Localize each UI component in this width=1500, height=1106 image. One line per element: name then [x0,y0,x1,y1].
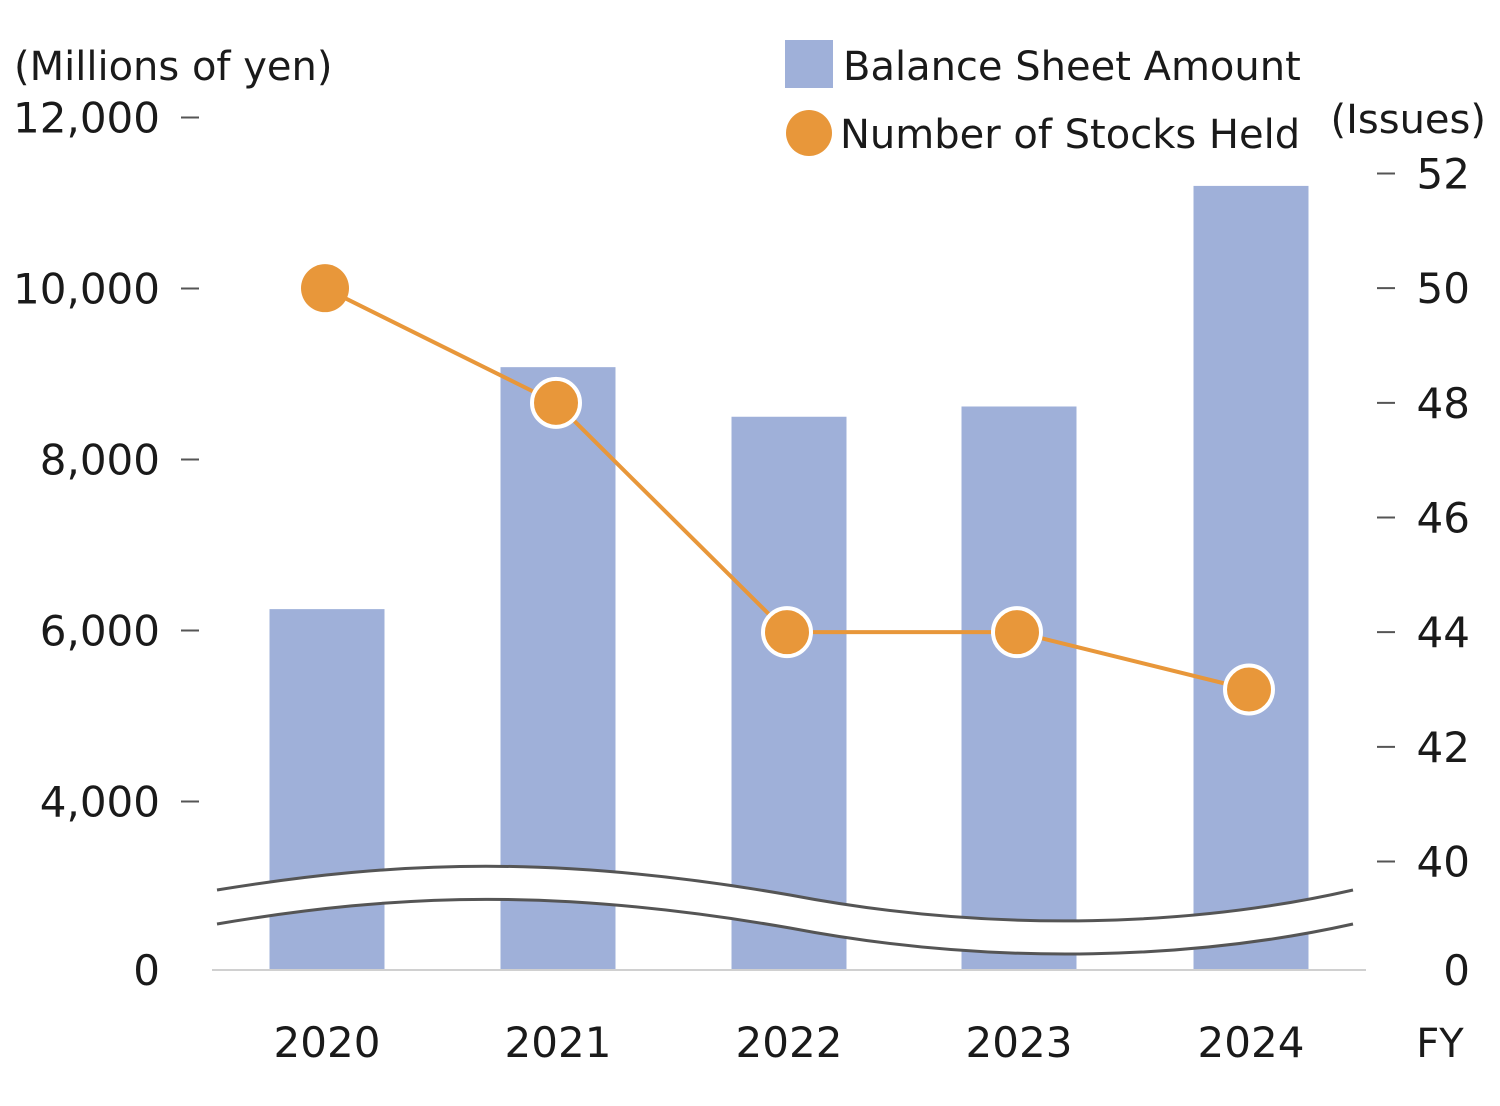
y-left-tick-label: 10,000 [13,265,160,314]
y-left-tick-label: 0 [133,946,160,995]
y-right-tick-label: 44 [1417,608,1470,657]
point-2021 [530,376,582,429]
y-right-tick-label: 0 [1443,946,1470,995]
y-left-tick-label: 6,000 [40,607,160,656]
legend-label-balance-sheet-amount: Balance Sheet Amount [843,44,1301,90]
bar-2020 [269,609,385,970]
line-series [301,264,1275,716]
bar-2023 [961,406,1077,970]
y-left-tick-label: 12,000 [13,94,160,143]
y-right-ticks: 0 40 42 44 46 48 50 52 [1377,150,1470,995]
y-right-tick-label: 52 [1417,150,1470,199]
legend-marker-number-of-stocks-held [786,110,832,156]
axis-break [216,864,1354,956]
bar-series [269,185,1309,970]
point-2020 [301,264,349,313]
y-left-axis-label: (Millions of yen) [14,44,332,90]
x-tick-label: 2023 [966,1018,1073,1067]
x-tick-labels: 2020 2021 2022 2023 2024 [274,1018,1305,1067]
y-right-tick-label: 40 [1417,838,1470,887]
bar-2024 [1193,185,1309,970]
legend-swatch-balance-sheet-amount [785,40,833,88]
y-left-ticks: 0 4,000 6,000 8,000 10,000 12,000 [13,94,199,995]
y-right-tick-label: 48 [1417,379,1470,428]
legend: Balance Sheet Amount Number of Stocks He… [785,40,1301,158]
y-left-tick-label: 8,000 [40,436,160,485]
y-right-tick-label: 50 [1417,264,1470,313]
y-right-axis-label: (Issues) [1331,97,1487,143]
bar-2022 [731,416,847,970]
y-left-tick-label: 4,000 [40,778,160,827]
point-2023 [991,606,1043,659]
point-2022 [761,606,813,659]
legend-label-number-of-stocks-held: Number of Stocks Held [840,112,1300,158]
y-right-tick-label: 42 [1417,723,1470,772]
x-tick-label: 2024 [1198,1018,1305,1067]
point-2024 [1223,663,1275,716]
x-tick-label: 2022 [736,1018,843,1067]
x-tick-label: 2020 [274,1018,381,1067]
y-right-tick-label: 46 [1417,494,1470,543]
x-tick-label: 2021 [505,1018,612,1067]
x-axis-label: FY [1416,1021,1464,1067]
